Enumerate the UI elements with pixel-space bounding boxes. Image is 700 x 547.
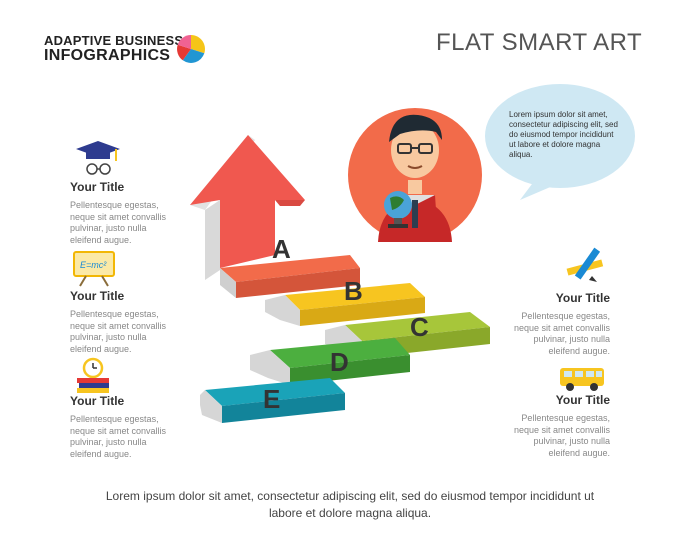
- arrow-shape: [190, 135, 305, 280]
- step-label-b: B: [344, 276, 363, 306]
- item-title: Your Title: [70, 289, 125, 303]
- item-desc: Pellentesque egestas, neque sit amet con…: [70, 200, 167, 245]
- pencil-ruler-icon: [566, 247, 604, 282]
- item-desc: Pellentesque egestas, neque sit amet con…: [513, 311, 610, 356]
- alarm-books-icon: [77, 357, 109, 393]
- left-item-2: Your Title Pellentesque egestas, neque s…: [70, 289, 180, 355]
- bubble-text: Lorem ipsum dolor sit amet, consectetur …: [509, 110, 618, 159]
- right-item-1: Your Title Pellentesque egestas, neque s…: [500, 291, 610, 357]
- item-desc: Pellentesque egestas, neque sit amet con…: [513, 413, 610, 458]
- left-item-1: Your Title Pellentesque egestas, neque s…: [70, 180, 180, 246]
- step-label-a: A: [272, 234, 291, 264]
- step-label-c: C: [410, 312, 429, 342]
- school-bus-icon: [560, 368, 604, 391]
- step-b: [265, 283, 425, 326]
- brand-line-1: ADAPTIVE BUSINESS: [44, 33, 184, 48]
- item-title: Your Title: [555, 393, 610, 407]
- email-board-icon: E=mc²: [73, 251, 115, 287]
- svg-text:E=mc²: E=mc²: [80, 260, 107, 270]
- item-title: Your Title: [555, 291, 610, 305]
- main-title: FLAT SMART ART: [436, 29, 643, 56]
- step-e: [200, 378, 345, 423]
- step-label-d: D: [330, 347, 349, 377]
- item-title: Your Title: [70, 180, 125, 194]
- teacher-illustration: [348, 108, 482, 242]
- speech-bubble: [485, 84, 635, 200]
- pie-logo-icon: [177, 35, 205, 63]
- item-desc: Pellentesque egestas, neque sit amet con…: [70, 414, 167, 459]
- left-item-3: Your Title Pellentesque egestas, neque s…: [70, 394, 180, 460]
- footer-text: Lorem ipsum dolor sit amet, consectetur …: [105, 489, 595, 520]
- right-item-2: Your Title Pellentesque egestas, neque s…: [500, 393, 610, 459]
- step-a: [220, 255, 360, 298]
- step-d: [250, 338, 410, 385]
- graduation-cap-icon: [76, 141, 120, 175]
- item-desc: Pellentesque egestas, neque sit amet con…: [70, 309, 167, 354]
- step-label-e: E: [263, 384, 280, 414]
- item-title: Your Title: [70, 394, 125, 408]
- brand-line-2: INFOGRAPHICS: [44, 47, 171, 64]
